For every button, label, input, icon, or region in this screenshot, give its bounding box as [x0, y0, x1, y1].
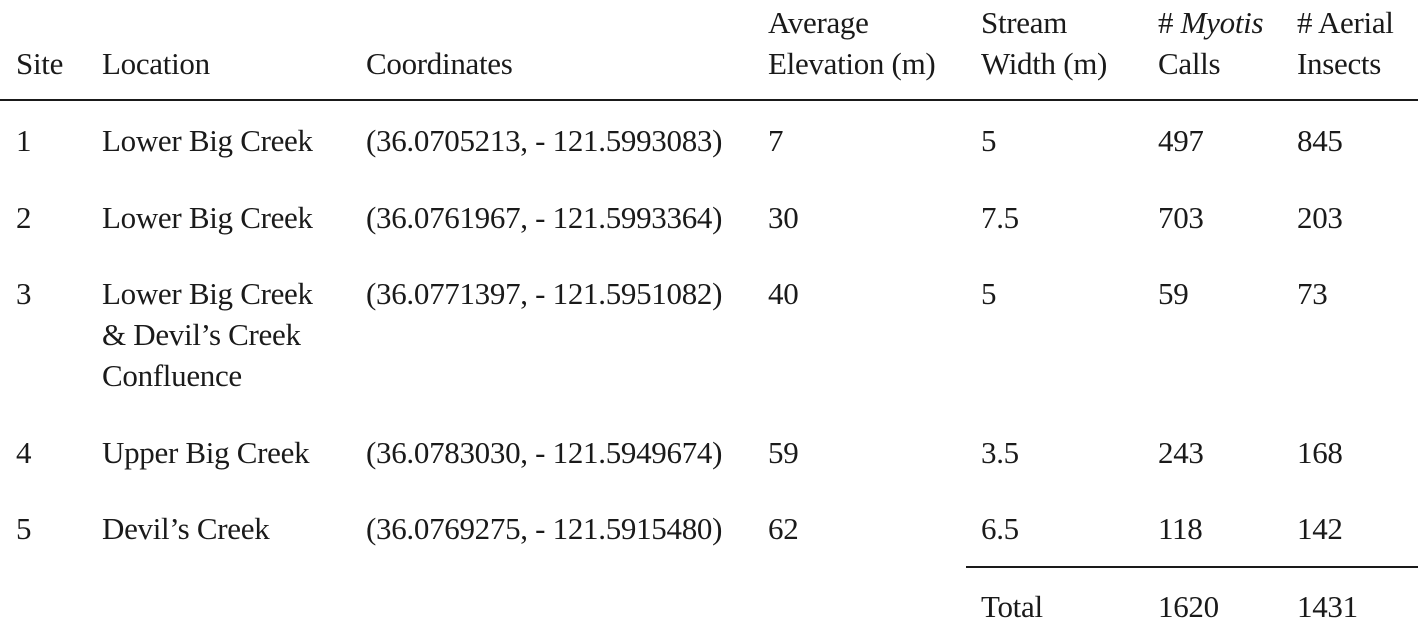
row-3-location-line-1: Lower Big Creek	[102, 276, 313, 311]
header-myotis-calls: # Myotis Calls	[1158, 2, 1264, 84]
row-2-location: Lower Big Creek	[102, 197, 313, 238]
row-1-location-line: Lower Big Creek	[102, 123, 313, 158]
row-2-site: 2	[16, 200, 32, 235]
row-1-insects: 845	[1297, 123, 1343, 158]
row-5-location-line: Devil’s Creek	[102, 511, 270, 546]
row-2-coordinates: (36.0761967, - 121.5993364)	[366, 200, 723, 235]
header-location: Location	[102, 46, 210, 81]
row-3-location-line-2: & Devil’s Creek	[102, 317, 301, 352]
row-5-insects: 142	[1297, 511, 1343, 546]
row-1-location: Lower Big Creek	[102, 120, 313, 161]
total-label: Total	[981, 589, 1043, 624]
row-5-coordinates: (36.0769275, - 121.5915480)	[366, 511, 723, 546]
header-insects-line2: Insects	[1297, 46, 1381, 81]
header-calls-line1: # Myotis	[1158, 2, 1264, 43]
row-1-site: 1	[16, 123, 32, 158]
row-2-location-line: Lower Big Creek	[102, 200, 313, 235]
row-2-width: 7.5	[981, 200, 1019, 235]
header-calls-prefix: #	[1158, 5, 1181, 40]
row-5-elevation: 62	[768, 511, 799, 546]
row-4-calls: 243	[1158, 435, 1204, 470]
row-3-elevation: 40	[768, 276, 799, 311]
row-3-insects: 73	[1297, 276, 1328, 311]
row-1-elevation: 7	[768, 123, 784, 158]
header-width-line2: Width (m)	[981, 46, 1108, 81]
header-calls-genus: Myotis	[1180, 5, 1264, 40]
header-stream-width: Stream Width (m)	[981, 2, 1107, 84]
row-5-location: Devil’s Creek	[102, 508, 270, 549]
row-1-calls: 497	[1158, 123, 1204, 158]
header-elevation-line2: Elevation (m)	[768, 46, 936, 81]
row-3-location-line-3: Confluence	[102, 358, 242, 393]
header-elevation-line1: Average	[768, 5, 869, 40]
header-insects-line1: # Aerial	[1297, 5, 1394, 40]
row-3-calls: 59	[1158, 276, 1189, 311]
total-calls: 1620	[1158, 589, 1219, 624]
row-4-width: 3.5	[981, 435, 1019, 470]
row-4-location-line: Upper Big Creek	[102, 435, 310, 470]
header-calls-line2: Calls	[1158, 46, 1221, 81]
total-insects: 1431	[1297, 589, 1358, 624]
header-divider	[0, 99, 1418, 101]
header-coordinates: Coordinates	[366, 46, 513, 81]
row-1-coordinates: (36.0705213, - 121.5993083)	[366, 123, 723, 158]
row-5-width: 6.5	[981, 511, 1019, 546]
row-2-insects: 203	[1297, 200, 1343, 235]
header-width-line1: Stream	[981, 5, 1068, 40]
row-3-width: 5	[981, 276, 997, 311]
total-divider	[966, 566, 1418, 568]
row-5-calls: 118	[1158, 511, 1203, 546]
row-2-calls: 703	[1158, 200, 1204, 235]
row-4-insects: 168	[1297, 435, 1343, 470]
header-site: Site	[16, 46, 64, 81]
row-3-site: 3	[16, 276, 32, 311]
row-4-site: 4	[16, 435, 32, 470]
row-3-location: Lower Big Creek & Devil’s Creek Confluen…	[102, 273, 313, 396]
row-2-elevation: 30	[768, 200, 799, 235]
row-4-coordinates: (36.0783030, - 121.5949674)	[366, 435, 723, 470]
row-4-elevation: 59	[768, 435, 799, 470]
header-elevation: Average Elevation (m)	[768, 2, 936, 84]
row-3-coordinates: (36.0771397, - 121.5951082)	[366, 276, 723, 311]
row-1-width: 5	[981, 123, 997, 158]
row-5-site: 5	[16, 511, 32, 546]
row-4-location: Upper Big Creek	[102, 432, 310, 473]
header-aerial-insects: # Aerial Insects	[1297, 2, 1394, 84]
